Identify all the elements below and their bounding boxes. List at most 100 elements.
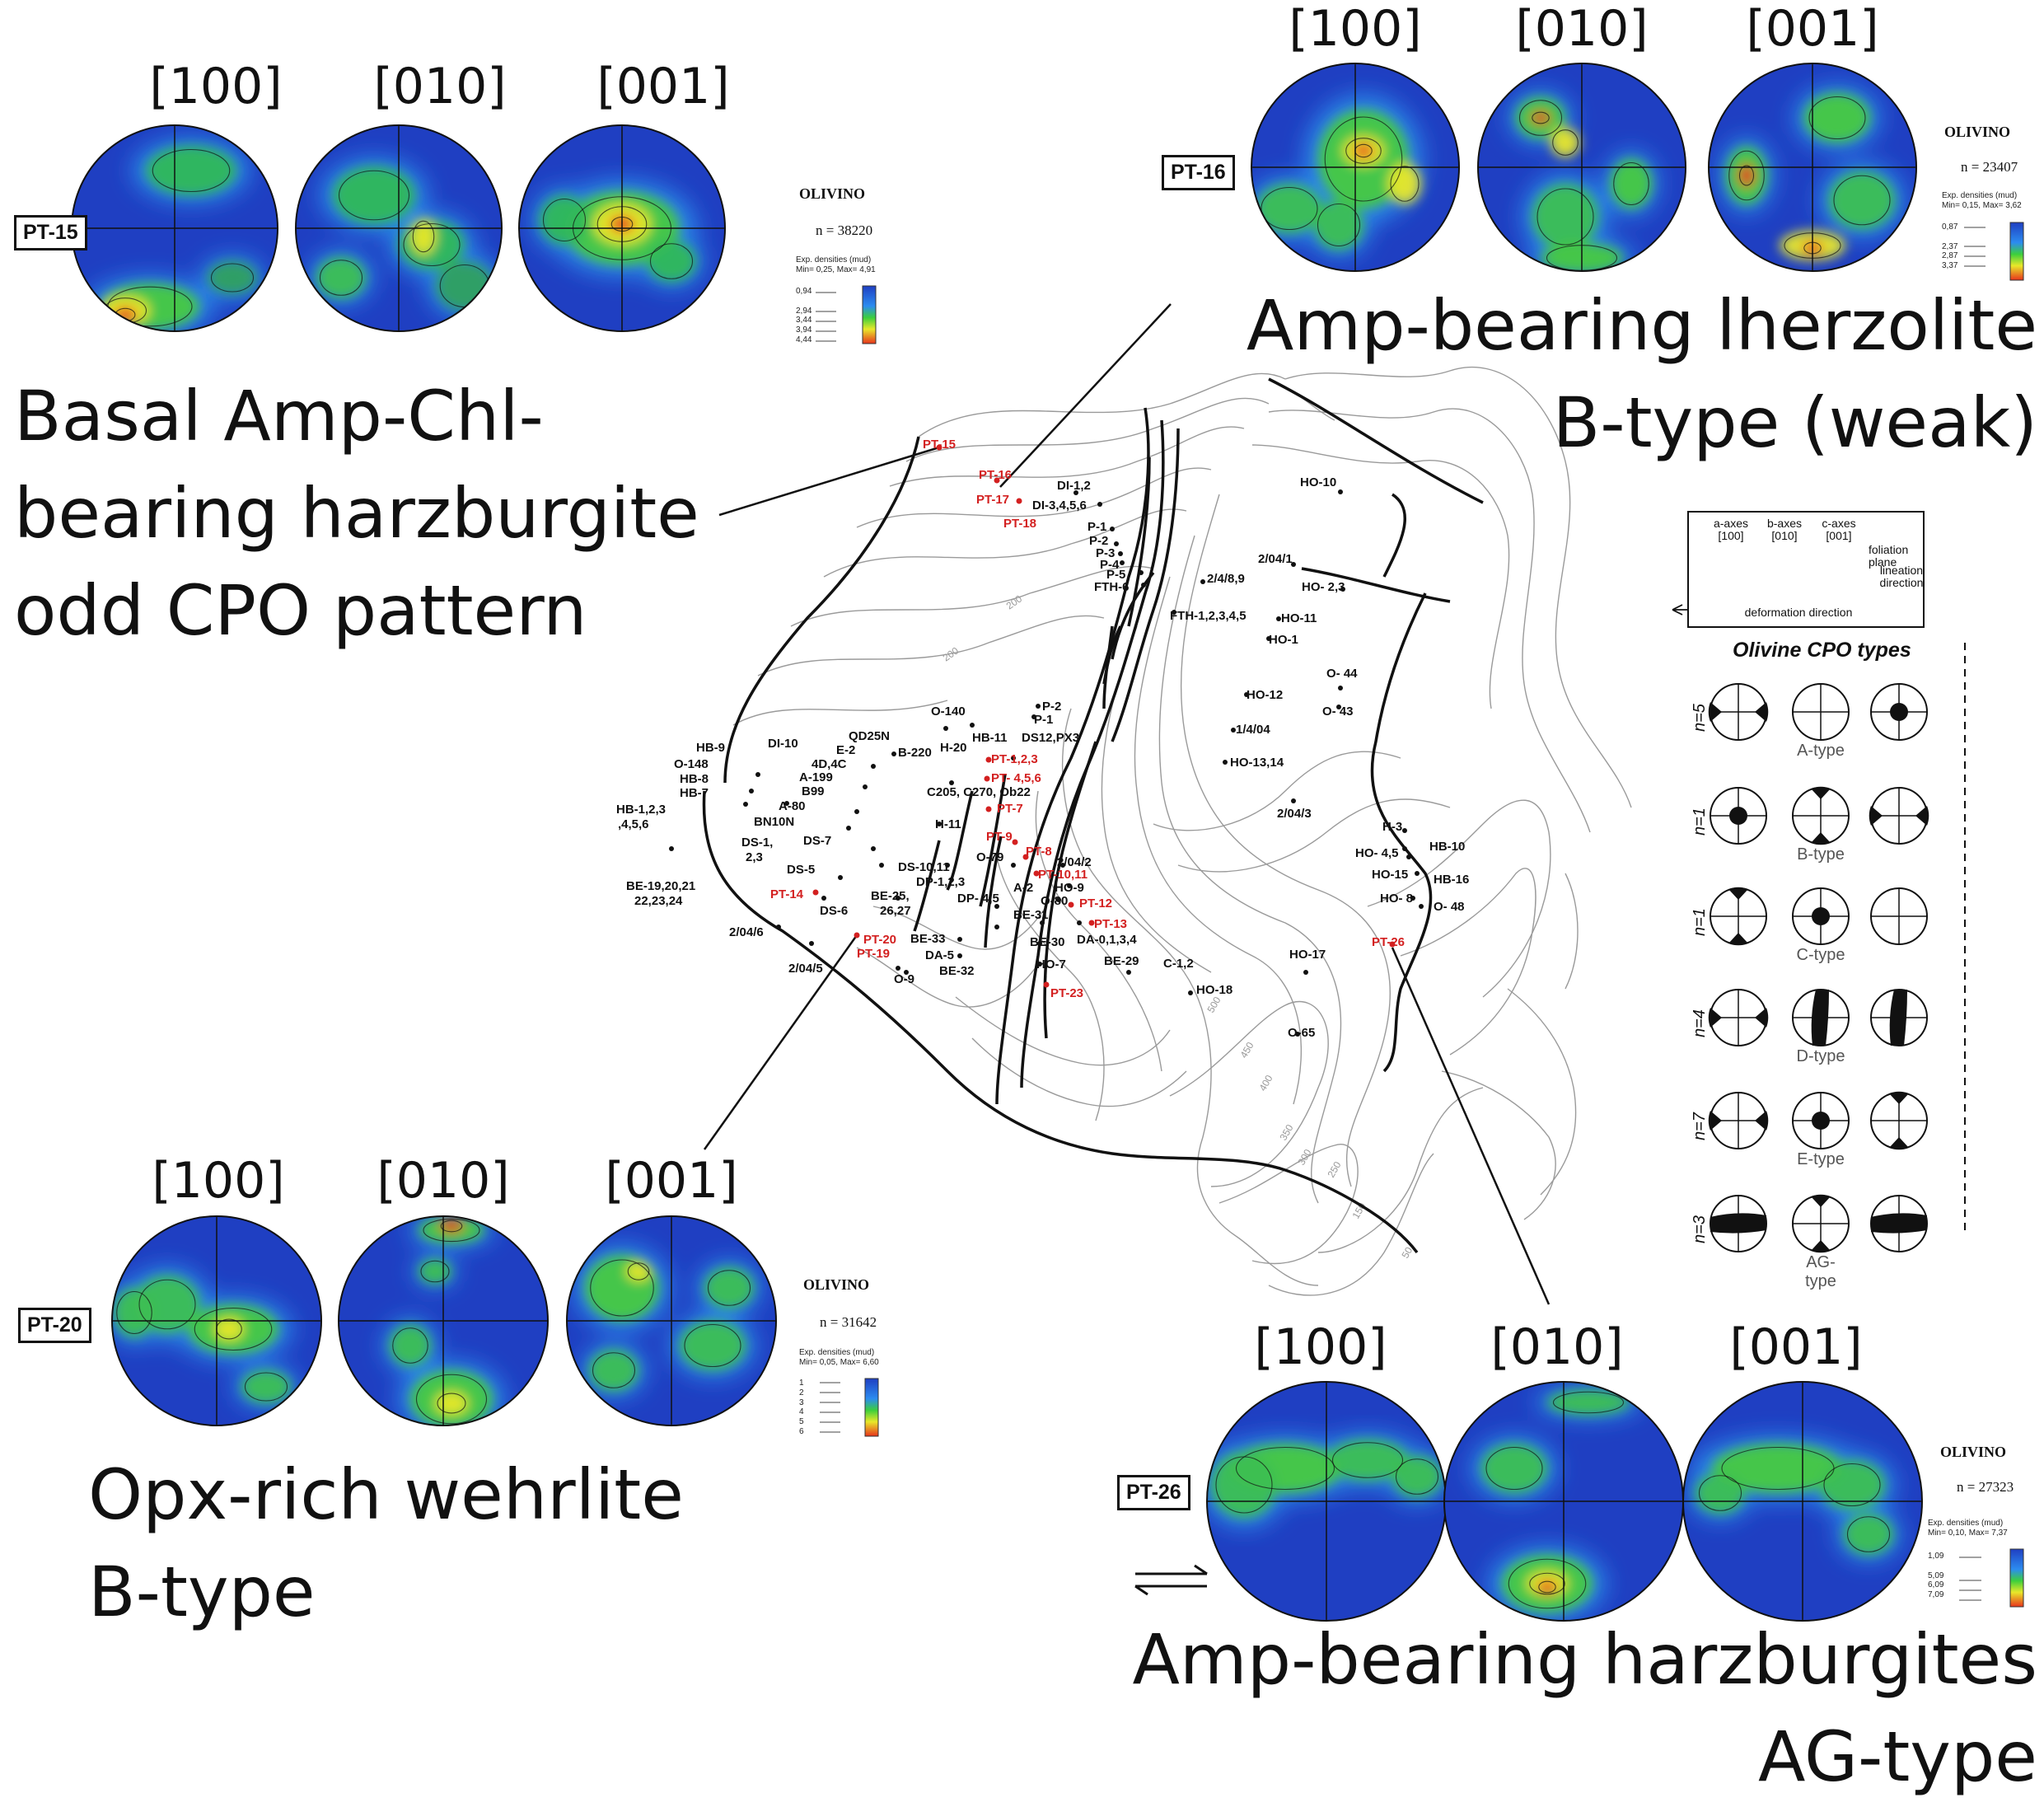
cpo-type-net [1792, 683, 1850, 741]
map-label: BE-32 [939, 964, 975, 978]
cpo-type-net [1870, 1091, 1928, 1150]
contour-label: 200 [1004, 592, 1025, 611]
olivino-label: OLIVINO [1940, 1444, 2007, 1460]
sample-points [669, 489, 1424, 1037]
map-label: O- 43 [1322, 705, 1354, 719]
sample-dot [1056, 897, 1061, 902]
density-arc [1708, 702, 1722, 722]
density-dot [1812, 1112, 1830, 1130]
cpo-type-net [1708, 683, 1769, 741]
contour-label: 300 [1295, 1147, 1313, 1168]
map-label: BE-31 [1013, 908, 1049, 922]
contour-label: 350 [1277, 1122, 1295, 1143]
axis-label-001: [001] [596, 58, 730, 115]
axis-label-100: [100] [1254, 1318, 1387, 1376]
red-sample-dot [1389, 941, 1396, 948]
map-red-label: PT-17 [976, 493, 1009, 507]
map-label: FTH-6 [1094, 580, 1130, 594]
sample-dot [863, 784, 868, 789]
olivino-label: OLIVINO [1944, 124, 2011, 140]
axis-label-010: [010] [377, 1152, 510, 1210]
exp-densities-note: Exp. densities (mud) Min= 0,05, Max= 6,60 [799, 1348, 879, 1367]
stereonet [295, 124, 503, 332]
legend-a-axes: a-axes [100] [1713, 517, 1749, 542]
density-arc [1755, 1008, 1769, 1028]
cpo-type-n: n=5 [1691, 704, 1709, 732]
sample-tag-pt16: PT-16 [1162, 155, 1235, 190]
contour-label: 500 [1204, 995, 1223, 1015]
map-label: DA-0,1,3,4 [1077, 933, 1137, 947]
scale-values: 0,94 2,94 3,44 3,94 4,44 [796, 287, 812, 344]
sample-dot [1291, 798, 1296, 803]
sample-dot [1036, 704, 1041, 709]
red-sample-dot [1012, 839, 1018, 845]
map-red-label: PT- 4,5,6 [991, 771, 1041, 785]
arrow-left [1134, 1585, 1207, 1596]
axis-label-010: [010] [373, 58, 507, 115]
sample-dot [854, 809, 859, 814]
contour-label: 50 [1399, 1245, 1415, 1261]
stereonet [1682, 1381, 1923, 1622]
cpo-type-net [1708, 1092, 1769, 1149]
legend-box [1687, 511, 1925, 628]
sample-dot [1340, 587, 1345, 592]
map-label: 4D,4C [812, 757, 847, 771]
olivino-label: OLIVINO [799, 185, 866, 202]
map-label: DS12,PX3 [1022, 731, 1079, 745]
density-arc [1811, 1240, 1831, 1253]
leader-line-pt16 [999, 303, 1172, 488]
scale-line-ticks [816, 227, 1986, 1601]
map-red-label: PT-14 [770, 887, 804, 901]
caption-pt20: Opx-rich wehrlite B-type [88, 1454, 684, 1632]
map-label: 26,27 [880, 904, 911, 918]
sample-dot [1118, 551, 1123, 556]
map-red-label: PT-15 [923, 438, 956, 452]
map-red-label: PT-23 [1050, 986, 1083, 1000]
sample-dot [1114, 541, 1119, 546]
cpo-type-name: A-type [1797, 742, 1845, 760]
map-label: HB-10 [1429, 840, 1465, 854]
stereonet [566, 1215, 777, 1426]
stereonet [1477, 63, 1686, 272]
sample-dot [1172, 610, 1176, 615]
map-label: BE-19,20,21 [626, 879, 695, 893]
map-label: H-11 [935, 817, 961, 831]
map-label: HB-11 [972, 731, 1008, 745]
red-sample-dot [854, 932, 860, 939]
cpo-type-net [1792, 1194, 1850, 1253]
sample-dot [994, 904, 999, 909]
map-label: B-220 [898, 746, 932, 760]
map-label: O-140 [931, 705, 966, 719]
sample-dot [970, 723, 975, 728]
density-arc [1728, 887, 1748, 900]
map-label: FTH-1,2,3,4,5 [1170, 609, 1247, 623]
sample-dot [937, 822, 942, 826]
stereonet [1251, 63, 1460, 272]
sample-dot [1031, 714, 1036, 719]
sample-dot [821, 896, 826, 901]
sample-dot [1188, 990, 1193, 995]
cpo-type-net [1792, 1092, 1850, 1149]
stereonet [1708, 63, 1917, 272]
caption-pt16: Amp-bearing lherzolite B-type (weak) [1246, 285, 2037, 463]
olivino-label: OLIVINO [803, 1276, 870, 1293]
density-arc [1708, 1008, 1722, 1028]
map-label: O- 44 [1326, 667, 1358, 681]
n-count: n = 27323 [1957, 1479, 2014, 1495]
map-red-label: PT-20 [863, 933, 896, 947]
sample-tag-pt15: PT-15 [14, 215, 87, 250]
map-outline [702, 377, 1484, 1254]
map-label: DS-6 [820, 904, 848, 918]
sample-dot [1037, 962, 1042, 967]
sample-dot [891, 751, 896, 756]
sample-dot [755, 772, 760, 777]
map-red-label: PT-19 [857, 947, 890, 961]
map-label: HB-7 [680, 786, 709, 800]
map-label: HO-11 [1281, 611, 1317, 625]
cpo-type-n: n=3 [1691, 1215, 1709, 1243]
red-sample-dot [985, 756, 992, 763]
map-label: 2/04/5 [788, 962, 823, 976]
map-red-label: PT-8 [1026, 845, 1052, 859]
map-red-label: PT-1,2,3 [991, 752, 1038, 766]
exp-densities-note: Exp. densities (mud) Min= 0,15, Max= 3,62 [1942, 191, 2022, 210]
